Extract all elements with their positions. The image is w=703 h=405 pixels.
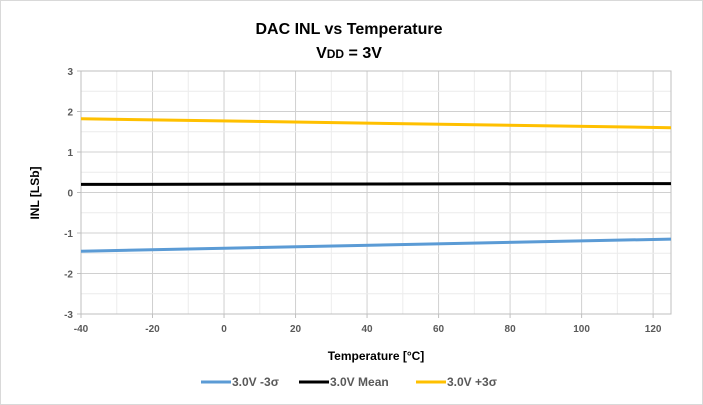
x-tick-label: -40	[74, 324, 89, 335]
y-tick-label: -2	[64, 270, 73, 281]
x-tick-label: 120	[645, 324, 662, 335]
legend-label: 3.0V Mean	[330, 375, 389, 389]
y-tick-label: -1	[64, 229, 73, 240]
series-line	[80, 237, 672, 253]
y-tick-label: -3	[64, 310, 73, 321]
legend-label: 3.0V +3σ	[447, 375, 497, 389]
x-tick-label: 40	[361, 324, 373, 335]
x-tick-label: 100	[573, 324, 590, 335]
y-tick-label: 2	[67, 108, 73, 119]
x-tick-label: 20	[290, 324, 302, 335]
x-tick-label: 60	[433, 324, 445, 335]
x-tick-label: 80	[505, 324, 517, 335]
chart-subtitle: VDD = 3V	[316, 45, 382, 62]
legend-label: 3.0V -3σ	[232, 375, 279, 389]
y-tick-label: 1	[67, 148, 73, 159]
x-tick-label: 0	[221, 324, 227, 335]
x-axis-label: Temperature [°C]	[328, 349, 425, 363]
chart-title: DAC INL vs Temperature	[255, 21, 442, 38]
series-line	[80, 117, 672, 130]
series-line	[80, 182, 672, 186]
y-tick-label: 0	[67, 189, 73, 200]
y-tick-label: 3	[67, 67, 73, 78]
x-tick-label: -20	[145, 324, 160, 335]
y-axis-label: INL [LSb]	[28, 166, 42, 219]
